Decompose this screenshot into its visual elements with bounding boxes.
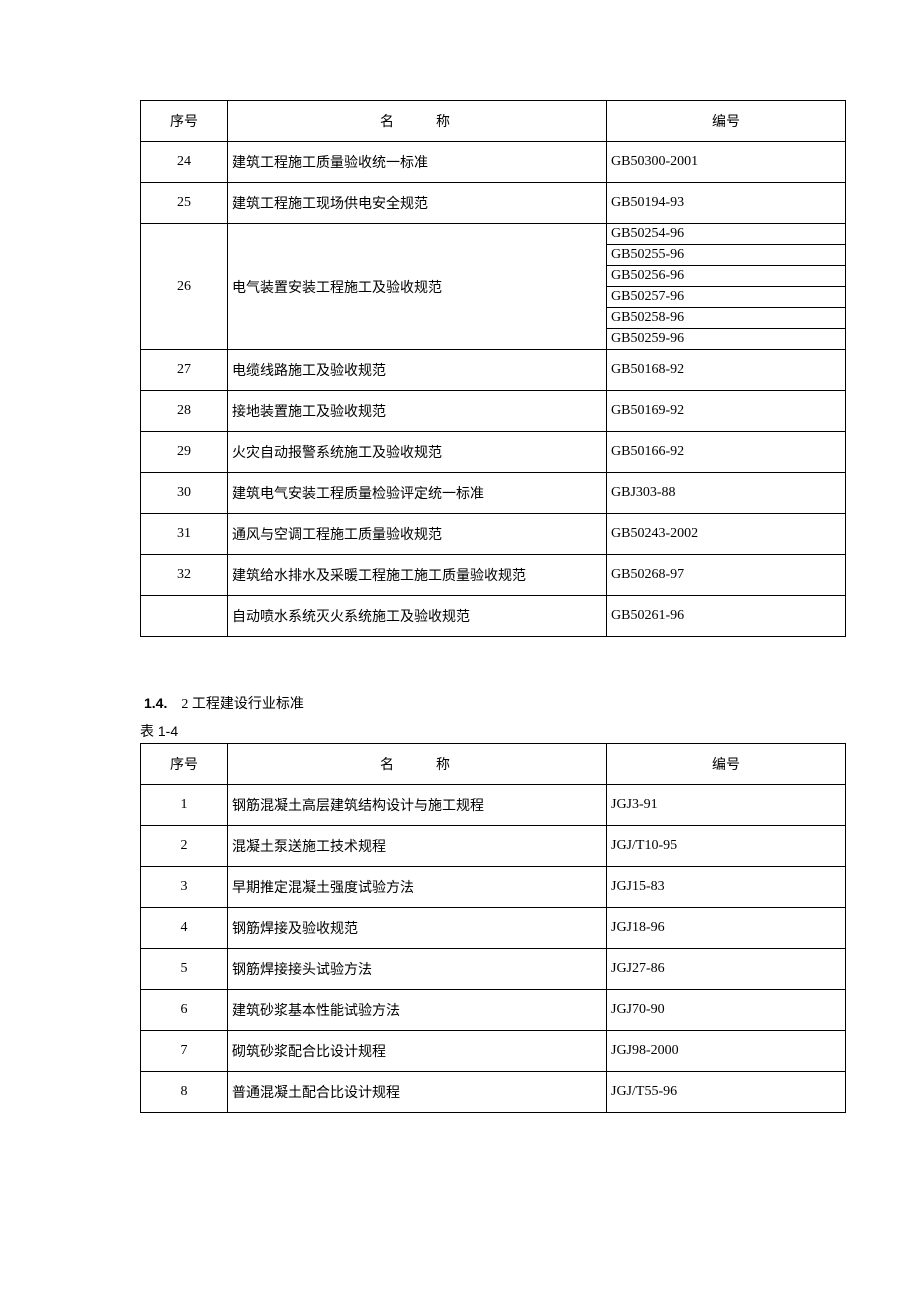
cell-seq: 5 [141,949,228,990]
standards-table-1: 序号 名称 编号 24 建筑工程施工质量验收统一标准 GB50300-2001 … [140,100,846,637]
table-row: 1 钢筋混凝土高层建筑结构设计与施工规程 JGJ3-91 [141,785,846,826]
cell-seq: 4 [141,908,228,949]
cell-name: 钢筋混凝土高层建筑结构设计与施工规程 [228,785,607,826]
cell-code: JGJ27-86 [607,949,846,990]
cell-name: 钢筋焊接接头试验方法 [228,949,607,990]
cell-code: JGJ15-83 [607,867,846,908]
code-line: GB50259-96 [607,329,845,349]
table-row: 4 钢筋焊接及验收规范 JGJ18-96 [141,908,846,949]
cell-code: GB50169-92 [607,391,846,432]
cell-seq: 8 [141,1072,228,1113]
cell-name: 通风与空调工程施工质量验收规范 [228,514,607,555]
cell-seq: 25 [141,183,228,224]
cell-seq [141,596,228,637]
table-row: 25 建筑工程施工现场供电安全规范 GB50194-93 [141,183,846,224]
code-line: GB50255-96 [607,245,845,266]
cell-name: 早期推定混凝土强度试验方法 [228,867,607,908]
cell-code: GB50261-96 [607,596,846,637]
cell-seq: 3 [141,867,228,908]
cell-seq: 1 [141,785,228,826]
standards-table-2: 序号 名称 编号 1 钢筋混凝土高层建筑结构设计与施工规程 JGJ3-91 2 … [140,743,846,1113]
table-row: 7 砌筑砂浆配合比设计规程 JGJ98-2000 [141,1031,846,1072]
table-row: 8 普通混凝土配合比设计规程 JGJ/T55-96 [141,1072,846,1113]
table-row: 27 电缆线路施工及验收规范 GB50168-92 [141,350,846,391]
header-code: 编号 [607,101,846,142]
code-line: GB50254-96 [607,224,845,245]
header-seq: 序号 [141,744,228,785]
cell-name: 建筑电气安装工程质量检验评定统一标准 [228,473,607,514]
header-name: 名称 [228,744,607,785]
section-heading: 1.4. 2 工程建设行业标准 [140,693,780,713]
cell-code: GB50166-92 [607,432,846,473]
cell-seq: 31 [141,514,228,555]
table-row: 3 早期推定混凝土强度试验方法 JGJ15-83 [141,867,846,908]
table-row: 31 通风与空调工程施工质量验收规范 GB50243-2002 [141,514,846,555]
cell-seq: 29 [141,432,228,473]
cell-code: GBJ303-88 [607,473,846,514]
cell-code: GB50168-92 [607,350,846,391]
cell-code: JGJ/T55-96 [607,1072,846,1113]
cell-code: JGJ18-96 [607,908,846,949]
cell-seq: 7 [141,1031,228,1072]
cell-code: JGJ3-91 [607,785,846,826]
cell-seq: 28 [141,391,228,432]
cell-name: 砌筑砂浆配合比设计规程 [228,1031,607,1072]
cell-code-multi: GB50254-96 GB50255-96 GB50256-96 GB50257… [607,224,846,350]
table-row: 29 火灾自动报警系统施工及验收规范 GB50166-92 [141,432,846,473]
cell-name: 电缆线路施工及验收规范 [228,350,607,391]
table-header-row: 序号 名称 编号 [141,101,846,142]
cell-seq: 24 [141,142,228,183]
cell-name: 建筑工程施工现场供电安全规范 [228,183,607,224]
table-row: 30 建筑电气安装工程质量检验评定统一标准 GBJ303-88 [141,473,846,514]
cell-name: 自动喷水系统灭火系统施工及验收规范 [228,596,607,637]
cell-code: JGJ70-90 [607,990,846,1031]
section-number: 1.4. [144,695,167,711]
cell-code: GB50243-2002 [607,514,846,555]
code-line: GB50257-96 [607,287,845,308]
cell-name: 混凝土泵送施工技术规程 [228,826,607,867]
cell-name: 火灾自动报警系统施工及验收规范 [228,432,607,473]
table-row: 26 电气装置安装工程施工及验收规范 GB50254-96 GB50255-96… [141,224,846,350]
cell-seq: 32 [141,555,228,596]
cell-code: GB50300-2001 [607,142,846,183]
header-code: 编号 [607,744,846,785]
table-row: 32 建筑给水排水及采暖工程施工施工质量验收规范 GB50268-97 [141,555,846,596]
cell-code: JGJ/T10-95 [607,826,846,867]
table-row: 24 建筑工程施工质量验收统一标准 GB50300-2001 [141,142,846,183]
cell-name: 普通混凝土配合比设计规程 [228,1072,607,1113]
code-line: GB50258-96 [607,308,845,329]
header-name: 名称 [228,101,607,142]
table-row: 28 接地装置施工及验收规范 GB50169-92 [141,391,846,432]
table-header-row: 序号 名称 编号 [141,744,846,785]
cell-seq: 27 [141,350,228,391]
cell-seq: 26 [141,224,228,350]
table-caption: 表 1-4 [140,721,780,741]
code-line: GB50256-96 [607,266,845,287]
section-title: 2 工程建设行业标准 [181,697,304,712]
cell-name: 建筑工程施工质量验收统一标准 [228,142,607,183]
cell-seq: 6 [141,990,228,1031]
cell-code: GB50268-97 [607,555,846,596]
cell-seq: 30 [141,473,228,514]
table-row: 5 钢筋焊接接头试验方法 JGJ27-86 [141,949,846,990]
table-row: 自动喷水系统灭火系统施工及验收规范 GB50261-96 [141,596,846,637]
cell-code: GB50194-93 [607,183,846,224]
cell-code: JGJ98-2000 [607,1031,846,1072]
table-row: 2 混凝土泵送施工技术规程 JGJ/T10-95 [141,826,846,867]
cell-name: 钢筋焊接及验收规范 [228,908,607,949]
header-seq: 序号 [141,101,228,142]
cell-name: 电气装置安装工程施工及验收规范 [228,224,607,350]
table-row: 6 建筑砂浆基本性能试验方法 JGJ70-90 [141,990,846,1031]
cell-name: 建筑砂浆基本性能试验方法 [228,990,607,1031]
cell-name: 建筑给水排水及采暖工程施工施工质量验收规范 [228,555,607,596]
cell-name: 接地装置施工及验收规范 [228,391,607,432]
cell-seq: 2 [141,826,228,867]
